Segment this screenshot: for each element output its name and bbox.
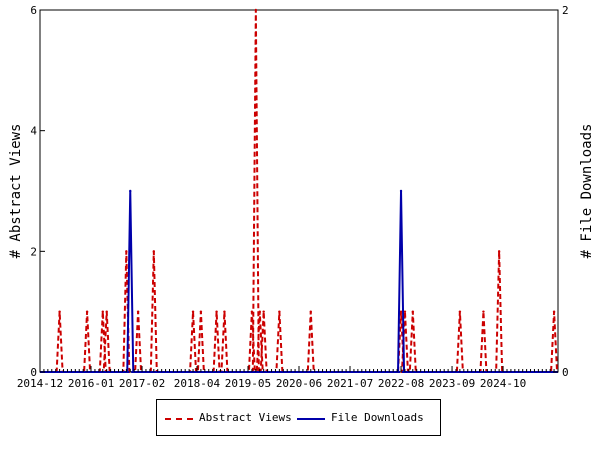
y-tick-label-left: 6 — [30, 4, 37, 17]
data-point-abstract-views — [497, 250, 501, 253]
data-point-abstract-views — [58, 310, 61, 313]
y-tick-label-left: 2 — [30, 245, 37, 258]
y-tick-label-right: 2 — [562, 4, 569, 17]
data-point-abstract-views — [136, 310, 140, 313]
data-point-abstract-views — [223, 310, 226, 313]
y-tick-label-right: 0 — [562, 366, 569, 379]
data-point-abstract-views — [101, 310, 104, 313]
x-tick-label: 2024-10 — [480, 377, 526, 390]
data-point-abstract-views — [199, 310, 203, 313]
x-tick-label: 2023-09 — [429, 377, 475, 390]
x-tick-label: 2019-05 — [225, 377, 271, 390]
y-axis-title-right: # File Downloads — [579, 124, 595, 259]
x-tick-label: 2014-12 — [17, 377, 63, 390]
y-tick-label-left: 0 — [30, 366, 37, 379]
data-point-file-downloads — [399, 189, 403, 193]
data-point-abstract-views — [215, 310, 218, 313]
y-tick-label-left: 4 — [30, 125, 37, 138]
data-point-abstract-views — [258, 310, 261, 313]
legend-label: File Downloads — [331, 411, 424, 424]
data-point-abstract-views — [458, 310, 462, 313]
x-tick-label: 2021-07 — [327, 377, 373, 390]
data-point-file-downloads — [129, 189, 132, 193]
data-point-abstract-views — [254, 8, 258, 12]
data-point-abstract-views — [152, 250, 156, 253]
legend-swatch-file-downloads — [297, 418, 325, 420]
data-point-abstract-views — [309, 310, 312, 313]
legend-label: Abstract Views — [199, 411, 292, 424]
x-tick-label: 2022-08 — [378, 377, 424, 390]
data-point-abstract-views — [403, 310, 407, 313]
data-point-abstract-views — [399, 310, 403, 313]
data-point-abstract-views — [105, 310, 108, 313]
data-point-abstract-views — [125, 250, 128, 253]
data-point-abstract-views — [278, 310, 281, 313]
legend-swatch-abstract-views — [165, 418, 193, 420]
x-tick-label: 2017-02 — [119, 377, 165, 390]
data-point-abstract-views — [482, 310, 485, 313]
y-axis-title-left: # Abstract Views — [8, 124, 24, 259]
legend: Abstract Views File Downloads — [156, 399, 441, 436]
x-tick-label: 2018-04 — [174, 377, 221, 390]
data-point-abstract-views — [191, 310, 195, 313]
data-point-abstract-views — [85, 310, 89, 313]
data-point-abstract-views — [552, 310, 556, 313]
data-point-abstract-views — [262, 310, 265, 313]
x-tick-label: 2020-06 — [276, 377, 322, 390]
data-point-abstract-views — [250, 310, 254, 313]
data-point-abstract-views — [411, 310, 415, 313]
x-tick-label: 2016-01 — [68, 377, 114, 390]
plot-area — [39, 9, 559, 373]
